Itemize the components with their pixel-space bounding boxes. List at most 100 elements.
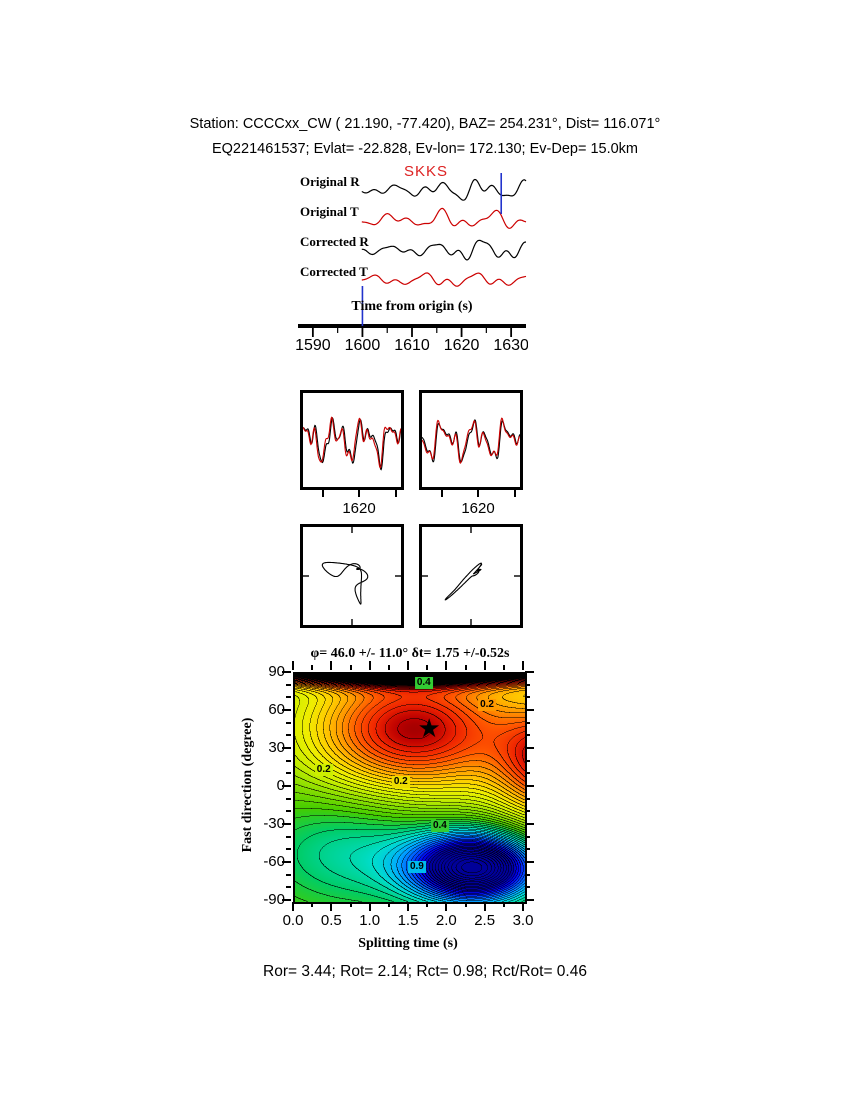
trace-corrected-r [361, 239, 527, 261]
particle-motion-box-left [300, 524, 404, 628]
particle-motion-box-right [419, 524, 523, 628]
y-axis-tick-right [525, 721, 530, 724]
waveform-panel: 1590 1600 1610 1620 1630 [296, 173, 528, 354]
x-axis-tick-label: 1.0 [359, 912, 381, 929]
trace-label-corrected-r: Corrected R [300, 234, 369, 249]
fs-axis-tick [321, 490, 324, 497]
particle-motion-curve [321, 561, 369, 605]
fs-axis-tick [358, 490, 361, 497]
y-axis-tick [286, 721, 291, 724]
y-axis-tick [286, 696, 291, 699]
fs-trace-slow [302, 416, 402, 469]
fs-axis-tick [513, 490, 516, 497]
y-axis-tick-right [525, 671, 534, 673]
y-axis-tick-label: 60 [268, 701, 285, 718]
header-station-line: Station: CCCCxx_CW ( 21.190, -77.420), B… [189, 116, 661, 132]
x-axis-tick-top [349, 665, 352, 670]
x-axis-tick [387, 902, 390, 907]
y-axis-tick [286, 848, 291, 851]
fs-right-tick-label: 1620 [461, 500, 495, 517]
x-axis-tick [483, 902, 486, 911]
splitting-result-title: φ= 46.0 +/- 11.0° δt= 1.75 +/-0.52s [310, 646, 510, 661]
trace-original-r [361, 178, 527, 201]
x-axis-tick [445, 902, 448, 911]
x-axis-tick [407, 902, 409, 911]
x-axis-tick-label: 0.5 [320, 912, 342, 929]
particle-motion-right [422, 527, 520, 625]
fast-slow-box-left [300, 390, 404, 490]
y-axis-tick [282, 747, 291, 749]
y-axis-tick [286, 873, 291, 876]
fast-slow-box-right [419, 390, 523, 490]
fs-axis-tick [440, 490, 443, 497]
x-axis-tick-top [522, 661, 524, 670]
y-axis-tick [286, 797, 291, 800]
y-axis-tick [286, 886, 291, 889]
trace-label-corrected-t: Corrected T [300, 264, 368, 279]
y-axis-tick [282, 823, 291, 825]
x-axis-tick [464, 902, 467, 907]
y-axis-tick-right [525, 683, 530, 686]
y-axis-tick-right [525, 747, 534, 749]
y-axis-tick-right [525, 823, 534, 825]
y-axis-tick-right [525, 873, 530, 876]
x-axis-tick [292, 902, 294, 911]
y-axis-tick-right [525, 861, 534, 863]
y-axis-tick [286, 772, 291, 775]
contour-label: 0.2 [314, 763, 333, 776]
y-axis-tick [282, 785, 291, 787]
x-axis-tick-top [368, 661, 371, 670]
quality-stats-line: Ror= 3.44; Rot= 2.14; Rct= 0.98; Rct/Rot… [263, 963, 587, 980]
time-axis-title: Time from origin (s) [351, 299, 473, 314]
fast-slow-waveforms-right [421, 417, 521, 464]
y-axis-tick-right [525, 696, 530, 699]
trace-corrected-t [361, 272, 527, 287]
y-axis-tick [282, 899, 291, 901]
x-axis-tick-top [292, 661, 294, 670]
phase-label-skks: SKKS [404, 163, 449, 180]
fast-slow-waveforms-left [302, 416, 402, 471]
x-axis-tick-top [311, 665, 314, 670]
y-axis-tick [286, 810, 291, 813]
y-axis-tick [282, 861, 291, 863]
x-axis-tick-label: 3.0 [512, 912, 534, 929]
x-axis-tick-top [387, 665, 390, 670]
y-axis-tick-label: 0 [276, 777, 285, 794]
x-axis-tick-top [330, 661, 333, 670]
x-axis-tick-top [464, 665, 467, 670]
x-axis-tick-top [483, 661, 486, 670]
y-axis-tick-right [525, 835, 530, 838]
x-axis-tick-top [407, 661, 409, 670]
y-axis-tick-label: -30 [263, 815, 285, 832]
x-axis-tick [522, 902, 524, 911]
y-axis-tick [286, 683, 291, 686]
x-axis-tick [349, 902, 352, 907]
x-axis-tick-label: 0.0 [282, 912, 304, 929]
y-axis-tick-right [525, 848, 530, 851]
y-axis-tick-right [525, 734, 530, 737]
x-axis-tick-top [502, 665, 505, 670]
trace-label-original-t: Original T [300, 204, 359, 219]
particle-motion-curve [444, 562, 483, 601]
time-axis-tick-label: 1590 [296, 337, 331, 354]
y-axis-tick [286, 835, 291, 838]
fs-axis-tick [394, 490, 397, 497]
y-axis-tick [286, 759, 291, 762]
time-axis-tick-label: 1630 [493, 337, 528, 354]
splitting-contour-frame: ★ 0.4 0.2 0.2 0.2 0.4 0.9 [293, 672, 527, 904]
x-axis-tick-top [426, 665, 429, 670]
x-axis-tick-label: 1.5 [397, 912, 419, 929]
time-axis-tick-label: 1610 [394, 337, 430, 354]
y-axis-tick-label: -90 [263, 891, 285, 908]
x-axis-tick-top [445, 661, 448, 670]
header-event-line: EQ221461537; Evlat= -22.828, Ev-lon= 172… [211, 141, 638, 157]
y-axis-tick-label: 30 [268, 739, 285, 756]
contour-label: 0.2 [391, 776, 410, 789]
y-axis-tick-right [525, 899, 534, 901]
contour-label: 0.2 [478, 698, 496, 711]
x-axis-title: Splitting time (s) [358, 936, 458, 951]
best-fit-star: ★ [417, 713, 441, 744]
y-axis-tick-right [525, 772, 530, 775]
x-axis-tick-label: 2.5 [474, 912, 496, 929]
